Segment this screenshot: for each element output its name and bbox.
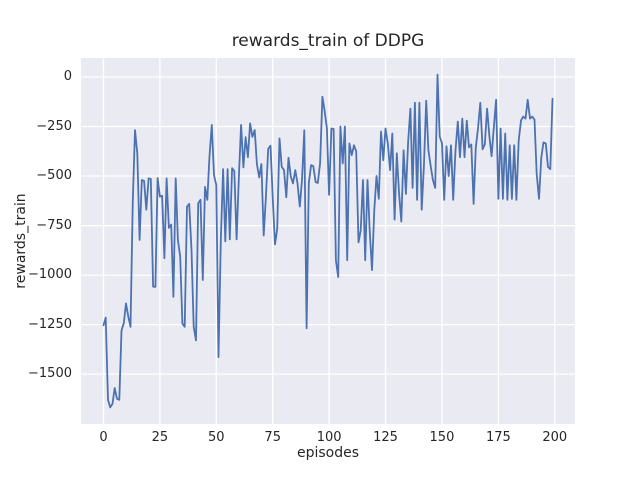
y-tick-label: −500 <box>36 168 72 184</box>
x-tick-label: 150 <box>429 430 455 445</box>
x-tick-label: 125 <box>373 430 398 445</box>
chart-title: rewards_train of DDPG <box>231 31 425 51</box>
y-tick-label: −1250 <box>28 316 72 332</box>
y-tick-label: −250 <box>36 118 72 134</box>
x-tick-label: 50 <box>208 430 225 445</box>
line-chart-svg <box>81 58 575 424</box>
y-tick-label: 0 <box>63 69 72 84</box>
x-tick-label: 0 <box>99 430 108 445</box>
plot-area <box>81 58 575 424</box>
x-tick-label: 75 <box>264 430 281 445</box>
y-tick-label: −1000 <box>28 267 72 283</box>
x-tick-label: 175 <box>485 430 511 445</box>
x-tick-label: 100 <box>316 430 342 445</box>
y-tick-label: −750 <box>36 217 72 233</box>
y-tick-label: −1500 <box>28 366 72 382</box>
x-tick-label: 200 <box>542 430 568 445</box>
x-tick-label: 25 <box>151 430 169 445</box>
x-axis-label: episodes <box>296 445 360 461</box>
